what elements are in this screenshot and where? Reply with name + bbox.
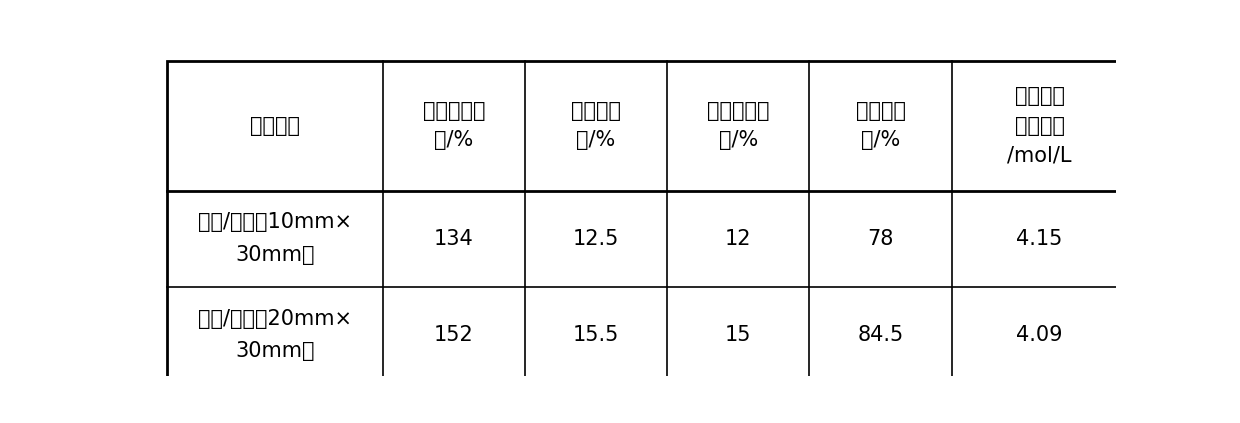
- Text: 78: 78: [867, 229, 894, 249]
- Text: 15.5: 15.5: [573, 325, 619, 345]
- Text: 最终溶液
维持酸度
/mol/L: 最终溶液 维持酸度 /mol/L: [1007, 86, 1071, 165]
- Text: 134: 134: [434, 229, 474, 249]
- Text: 12: 12: [725, 229, 751, 249]
- Text: 草酸破坏
率/%: 草酸破坏 率/%: [856, 101, 905, 151]
- Text: 阳极/阳极：10mm×
30mm；: 阳极/阳极：10mm× 30mm；: [197, 212, 352, 265]
- Text: 84.5: 84.5: [857, 325, 904, 345]
- Text: 4.09: 4.09: [1017, 325, 1063, 345]
- Text: 4.15: 4.15: [1017, 229, 1063, 249]
- Text: 阳极电流效
率/%: 阳极电流效 率/%: [707, 101, 770, 151]
- Text: 电极规格: 电极规格: [249, 115, 300, 136]
- Text: 12.5: 12.5: [573, 229, 619, 249]
- Text: 阴极电流效
率/%: 阴极电流效 率/%: [423, 101, 485, 151]
- Text: 15: 15: [725, 325, 751, 345]
- Text: 152: 152: [434, 325, 474, 345]
- Text: 阳极/阴极：20mm×
30mm；: 阳极/阴极：20mm× 30mm；: [197, 308, 352, 361]
- Text: 硝酸破坏
率/%: 硝酸破坏 率/%: [572, 101, 621, 151]
